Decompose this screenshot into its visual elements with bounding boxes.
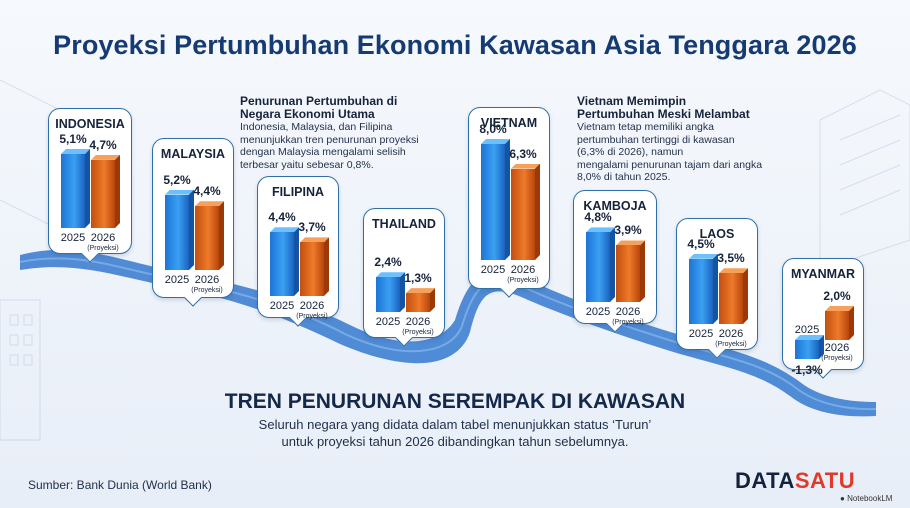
trend-text-line: Seluruh negara yang didata dalam tabel m… — [258, 417, 652, 432]
year-label: 2025 — [794, 324, 820, 336]
bar-2025 — [481, 144, 505, 260]
callout-body-line: dengan Malaysia mengalami selisih — [240, 146, 406, 158]
year-label: 2026 — [510, 264, 536, 276]
year-label: 2025 — [480, 264, 506, 276]
year-label: 2026 — [824, 342, 850, 354]
country-name: THAILAND — [372, 217, 436, 231]
bar-2026 — [195, 206, 219, 270]
page-title: Proyeksi Pertumbuhan Ekonomi Kawasan Asi… — [53, 30, 857, 60]
trend-text: Seluruh negara yang didata dalam tabel m… — [0, 416, 910, 450]
callout-body-line: Indonesia, Malaysia, dan Filipina — [240, 121, 393, 133]
value-label: 5,1% — [59, 132, 87, 147]
value-label: 6,3% — [509, 146, 537, 161]
trend-heading: TREN PENURUNAN SEREMPAK DI KAWASAN — [224, 390, 686, 413]
callout-vietnam: Vietnam Memimpin Pertumbuhan Meski Melam… — [577, 95, 807, 184]
bar-2026 — [406, 293, 430, 312]
projection-note: (Proyeksi) — [296, 313, 328, 320]
brand-part-1: DATA — [735, 468, 795, 493]
callout-major-economies: Penurunan Pertumbuhan di Negara Ekonomi … — [240, 95, 455, 171]
projection-note: (Proyeksi) — [87, 245, 119, 252]
bar-2026 — [511, 168, 535, 260]
callout-body-line: 8,0% di tahun 2025. — [577, 171, 671, 183]
value-label: -1,3% — [791, 362, 823, 377]
callout-heading-line-2: Pertumbuhan Meski Melambat — [577, 107, 750, 121]
country-name: LAOS — [699, 227, 735, 241]
callout-body-line: mengalami penurunan tajam dari angka — [577, 158, 763, 171]
callout-heading-line-1: Penurunan Pertumbuhan di — [240, 94, 398, 108]
value-label: 4,7% — [89, 137, 117, 152]
bar-2026 — [825, 311, 849, 340]
trend-text-line: untuk proyeksi tahun 2026 dibandingkan t… — [281, 434, 629, 449]
year-label: 2025 — [60, 232, 86, 244]
country-name: FILIPINA — [271, 185, 325, 199]
country-name: KAMBOJA — [583, 199, 647, 213]
projection-note: (Proyeksi) — [402, 329, 434, 336]
brand-part-2: SATU — [794, 468, 856, 493]
projection-note: (Proyeksi) — [821, 355, 853, 362]
year-label: 2026 — [615, 306, 641, 318]
value-label: 3,9% — [614, 223, 642, 238]
value-label: 4,8% — [584, 210, 612, 225]
country-name: MALAYSIA — [160, 147, 226, 161]
value-label: 1,3% — [404, 271, 432, 286]
notebooklm-badge: ● NotebookLM — [840, 494, 892, 503]
year-label: 2025 — [585, 306, 611, 318]
value-label: 3,7% — [298, 220, 326, 235]
country-name: VIETNAM — [480, 116, 538, 130]
value-label: 4,5% — [687, 236, 715, 251]
bar-2025 — [270, 232, 294, 296]
notebooklm-label: NotebookLM — [847, 494, 893, 503]
year-label: 2026 — [405, 316, 431, 328]
year-label: 2026 — [299, 300, 325, 312]
value-label: 4,4% — [268, 210, 296, 225]
brand-logo: DATASATU — [735, 468, 855, 494]
bar-2026 — [616, 245, 640, 302]
callout-heading-line-2: Negara Ekonomi Utama — [240, 107, 375, 121]
value-label: 2,0% — [823, 289, 851, 303]
value-label: 4,4% — [193, 184, 221, 199]
year-label: 2026 — [90, 232, 116, 244]
bar-2025 — [165, 194, 189, 270]
year-label: 2025 — [269, 300, 295, 312]
projection-note: (Proyeksi) — [191, 287, 223, 294]
year-label: 2026 — [718, 328, 744, 340]
callout-body-line: menunjukkan tren penurunan proyeksi — [240, 133, 419, 146]
year-label: 2025 — [375, 316, 401, 328]
country-name: MYANMAR — [790, 267, 856, 281]
bar-2025 — [61, 154, 85, 228]
projection-note: (Proyeksi) — [507, 277, 539, 284]
callout-body-line: pertumbuhan tertinggi di kawasan — [577, 133, 735, 146]
country-name: INDONESIA — [55, 117, 125, 131]
value-label: 5,2% — [163, 172, 191, 187]
bar-2026 — [719, 273, 743, 324]
projection-note: (Proyeksi) — [612, 319, 644, 326]
year-label: 2025 — [688, 328, 714, 340]
callout-body-line: terbesar yaitu sebesar 0,8%. — [240, 158, 374, 171]
bar-2025 — [586, 232, 610, 302]
bar-2025 — [795, 340, 819, 359]
callout-body-line: Vietnam tetap memiliki angka — [577, 121, 714, 133]
bar-2025 — [689, 258, 713, 324]
value-label: 3,5% — [717, 251, 745, 266]
callout-body-line: (6,3% di 2026), namun — [577, 146, 684, 158]
callout-heading-line-1: Vietnam Memimpin — [577, 94, 687, 108]
source-note: Sumber: Bank Dunia (World Bank) — [28, 478, 212, 492]
bar-2026 — [300, 242, 324, 296]
notebooklm-icon: ● — [840, 494, 845, 503]
projection-note: (Proyeksi) — [715, 341, 747, 348]
bar-2025 — [376, 277, 400, 312]
year-label: 2026 — [194, 274, 220, 286]
bar-2026 — [91, 159, 115, 228]
value-label: 2,4% — [374, 255, 402, 270]
value-label: 8,0% — [479, 122, 507, 136]
year-label: 2025 — [164, 274, 190, 286]
